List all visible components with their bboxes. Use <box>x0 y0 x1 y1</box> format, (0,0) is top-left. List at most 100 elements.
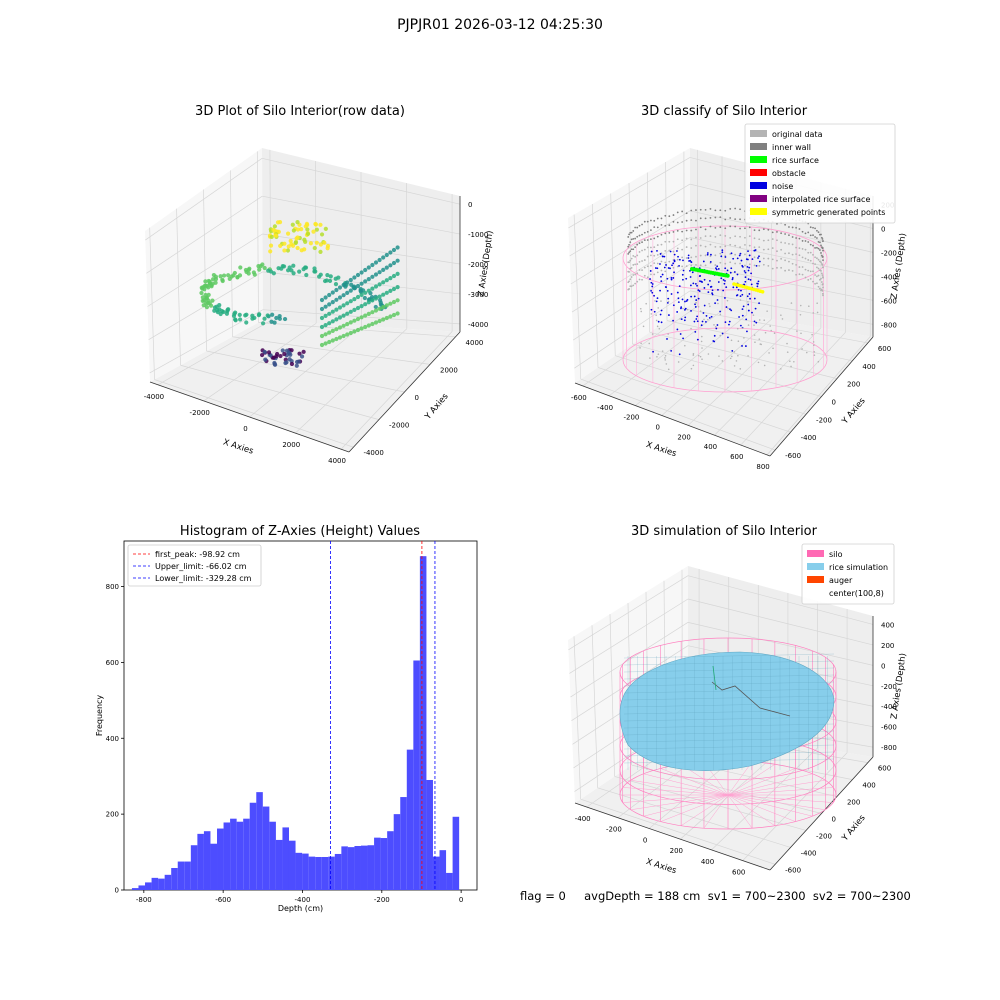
wall-point <box>719 226 722 229</box>
scatter-point <box>294 236 299 241</box>
noise-point <box>716 265 719 268</box>
scatter-point <box>381 305 386 310</box>
x-axis-label: X Axies <box>222 437 255 456</box>
wall-point <box>739 246 741 249</box>
wall-point <box>650 229 652 231</box>
original-point <box>816 302 818 305</box>
noise-point <box>654 267 657 269</box>
scatter-point <box>281 264 287 269</box>
original-point <box>726 299 729 302</box>
status-footer: flag = 0 avgDepth = 188 cm sv1 = 700~230… <box>520 889 911 903</box>
scatter-point <box>290 243 296 248</box>
original-point <box>736 327 739 330</box>
wall-point <box>709 235 712 237</box>
wall-point <box>628 288 631 290</box>
scatter-point <box>259 352 265 358</box>
scatter-point <box>293 240 298 246</box>
wall-point <box>791 236 794 238</box>
noise-point <box>743 270 746 272</box>
grid-line <box>261 157 461 205</box>
y-tick-label: -400 <box>801 849 817 857</box>
histogram-bar <box>275 839 283 890</box>
wall-point <box>776 259 778 262</box>
wall-point <box>780 257 783 260</box>
noise-point <box>739 295 742 298</box>
original-point <box>747 355 749 357</box>
original-point <box>729 357 732 360</box>
scatter-point <box>373 304 378 310</box>
noise-point <box>682 337 684 340</box>
wall-point <box>812 226 814 229</box>
noise-point <box>651 291 654 294</box>
wall-point <box>771 267 774 270</box>
noise-point <box>729 308 731 311</box>
original-point <box>737 340 740 343</box>
scatter-point <box>282 248 287 253</box>
x-tick-label: -2000 <box>190 409 210 417</box>
wall-point <box>681 239 684 242</box>
noise-point <box>650 281 653 284</box>
scatter-point <box>246 271 251 276</box>
noise-point <box>744 271 747 274</box>
histogram-bar <box>321 856 329 890</box>
original-point <box>694 302 697 304</box>
wall-point <box>739 208 741 211</box>
histogram-bar <box>334 853 342 890</box>
scatter-point <box>318 222 323 227</box>
wall-point <box>812 270 814 273</box>
original-point <box>718 355 720 357</box>
scatter-point <box>381 267 386 272</box>
scatter-point <box>226 273 231 278</box>
x-tick-label: 4000 <box>328 457 346 465</box>
noise-point <box>758 260 761 263</box>
original-point <box>793 360 795 363</box>
histogram-bar <box>184 861 191 890</box>
wall-point <box>812 253 814 256</box>
wall-point <box>719 252 722 255</box>
original-point <box>709 305 711 308</box>
x-tick-label: 400 <box>701 858 714 866</box>
legend-label: rice simulation <box>829 563 888 572</box>
noise-point <box>682 278 684 281</box>
wall-point <box>812 234 814 237</box>
silo-floor-spoke <box>727 794 826 810</box>
wall-point <box>788 252 790 255</box>
noise-point <box>687 257 690 259</box>
noise-point <box>707 283 710 286</box>
scatter-point <box>260 262 265 267</box>
wall-point <box>627 252 630 255</box>
grid-line <box>569 183 691 257</box>
wall-point <box>807 269 810 272</box>
scatter-point <box>345 332 350 337</box>
noise-point <box>748 254 751 257</box>
wall-point <box>695 244 697 247</box>
silo-floor-spoke <box>727 780 826 796</box>
wall-point <box>672 266 675 269</box>
wall-point <box>739 262 741 265</box>
noise-point <box>721 332 724 335</box>
x-tick-label: 200 <box>677 433 690 441</box>
scatter-point <box>296 359 301 364</box>
wall-point <box>634 226 637 229</box>
silo-floor-spoke <box>622 787 729 796</box>
noise-point <box>682 259 684 262</box>
legend-label: rice surface <box>772 156 819 165</box>
wall-point <box>672 220 675 223</box>
scatter-point <box>299 354 305 359</box>
noise-point <box>659 263 661 265</box>
wall-point <box>664 224 667 227</box>
scatter-point <box>348 330 353 336</box>
y-tick-label: 0 <box>415 394 419 402</box>
scatter-point <box>395 271 400 276</box>
original-point <box>763 364 766 367</box>
wall-point <box>816 257 818 260</box>
legend-box <box>801 543 895 605</box>
left-pane <box>568 148 690 383</box>
wall-point <box>668 240 671 243</box>
wall-point <box>714 245 717 248</box>
scatter-point <box>277 316 282 321</box>
wall-point <box>784 259 787 262</box>
noise-point <box>744 280 747 283</box>
wall-point <box>734 235 737 238</box>
x-tick-label: -200 <box>374 896 390 904</box>
